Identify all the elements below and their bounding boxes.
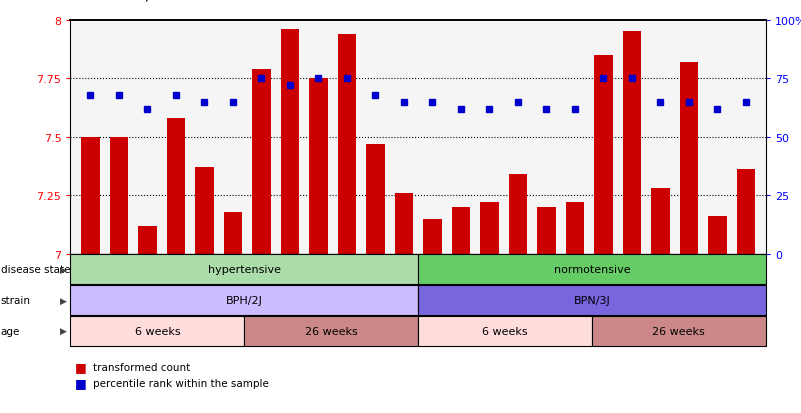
Text: ▶: ▶: [59, 326, 66, 335]
Bar: [679, 63, 698, 254]
Bar: [338, 35, 356, 254]
Bar: [395, 193, 413, 254]
Bar: [280, 30, 299, 254]
Text: 6 weeks: 6 weeks: [135, 326, 180, 336]
Text: ■: ■: [74, 376, 87, 389]
Text: ■: ■: [74, 361, 87, 374]
Text: transformed count: transformed count: [93, 362, 190, 372]
Text: hypertensive: hypertensive: [207, 265, 281, 275]
Bar: [651, 189, 670, 254]
Bar: [309, 79, 328, 254]
Bar: [708, 217, 727, 254]
Bar: [622, 32, 641, 254]
Bar: [195, 168, 214, 254]
Bar: [167, 119, 185, 254]
Text: strain: strain: [1, 295, 30, 305]
Text: BPN/3J: BPN/3J: [574, 295, 610, 305]
Text: BPH/2J: BPH/2J: [226, 295, 263, 305]
Bar: [737, 170, 755, 254]
Text: ▶: ▶: [59, 265, 66, 274]
Bar: [480, 203, 498, 254]
Text: disease state: disease state: [1, 265, 70, 275]
Text: age: age: [1, 326, 20, 336]
Text: GDS3895 / 10482846: GDS3895 / 10482846: [78, 0, 229, 2]
Bar: [252, 70, 271, 254]
Bar: [138, 226, 157, 254]
Bar: [223, 212, 242, 254]
Text: 6 weeks: 6 weeks: [482, 326, 528, 336]
Text: normotensive: normotensive: [553, 265, 630, 275]
Text: 26 weeks: 26 weeks: [305, 326, 357, 336]
Bar: [81, 138, 99, 254]
Text: 26 weeks: 26 weeks: [653, 326, 705, 336]
Text: ▶: ▶: [59, 296, 66, 305]
Bar: [366, 144, 384, 254]
Bar: [594, 56, 613, 254]
Bar: [452, 207, 470, 254]
Bar: [566, 203, 584, 254]
Text: percentile rank within the sample: percentile rank within the sample: [93, 378, 269, 388]
Bar: [110, 138, 128, 254]
Bar: [423, 219, 441, 254]
Bar: [537, 207, 556, 254]
Bar: [509, 175, 527, 254]
